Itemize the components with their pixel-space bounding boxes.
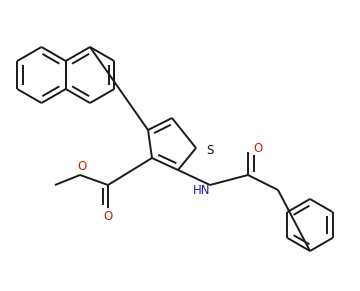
Text: HN: HN	[193, 184, 211, 198]
Text: O: O	[77, 159, 87, 173]
Text: O: O	[253, 141, 263, 155]
Text: O: O	[103, 210, 113, 223]
Text: S: S	[206, 143, 214, 157]
